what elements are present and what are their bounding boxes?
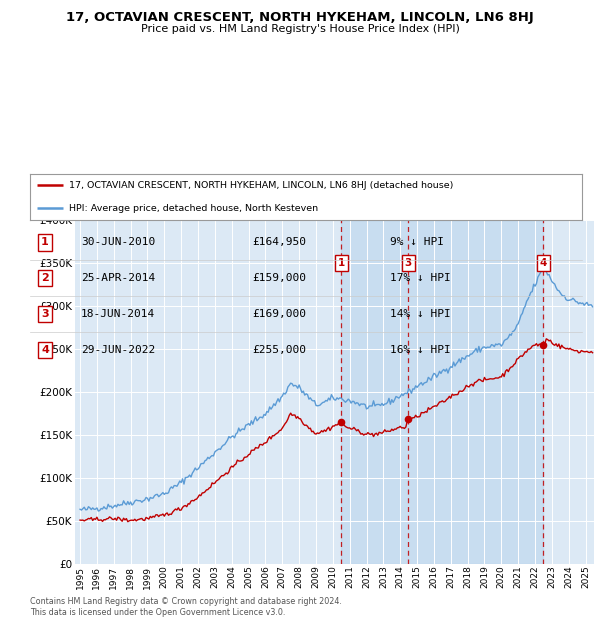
Text: 17% ↓ HPI: 17% ↓ HPI — [390, 273, 451, 283]
Text: 14% ↓ HPI: 14% ↓ HPI — [390, 309, 451, 319]
Text: 1: 1 — [41, 237, 49, 247]
Text: 3: 3 — [404, 258, 412, 268]
Text: 1: 1 — [338, 258, 345, 268]
Text: £255,000: £255,000 — [252, 345, 306, 355]
Text: HPI: Average price, detached house, North Kesteven: HPI: Average price, detached house, Nort… — [68, 204, 318, 213]
Text: Price paid vs. HM Land Registry's House Price Index (HPI): Price paid vs. HM Land Registry's House … — [140, 24, 460, 34]
Bar — [341, 220, 544, 564]
Text: 3: 3 — [41, 309, 49, 319]
Text: Contains HM Land Registry data © Crown copyright and database right 2024.
This d: Contains HM Land Registry data © Crown c… — [30, 598, 342, 617]
Text: 25-APR-2014: 25-APR-2014 — [81, 273, 155, 283]
Text: 18-JUN-2014: 18-JUN-2014 — [81, 309, 155, 319]
Text: £164,950: £164,950 — [252, 237, 306, 247]
Text: 17, OCTAVIAN CRESCENT, NORTH HYKEHAM, LINCOLN, LN6 8HJ: 17, OCTAVIAN CRESCENT, NORTH HYKEHAM, LI… — [66, 11, 534, 24]
Text: £159,000: £159,000 — [252, 273, 306, 283]
Text: 4: 4 — [539, 258, 547, 268]
Text: 9% ↓ HPI: 9% ↓ HPI — [390, 237, 444, 247]
Text: 2: 2 — [41, 273, 49, 283]
Text: 29-JUN-2022: 29-JUN-2022 — [81, 345, 155, 355]
Text: 16% ↓ HPI: 16% ↓ HPI — [390, 345, 451, 355]
Text: 17, OCTAVIAN CRESCENT, NORTH HYKEHAM, LINCOLN, LN6 8HJ (detached house): 17, OCTAVIAN CRESCENT, NORTH HYKEHAM, LI… — [68, 180, 453, 190]
Text: 4: 4 — [41, 345, 49, 355]
Text: £169,000: £169,000 — [252, 309, 306, 319]
Text: 30-JUN-2010: 30-JUN-2010 — [81, 237, 155, 247]
